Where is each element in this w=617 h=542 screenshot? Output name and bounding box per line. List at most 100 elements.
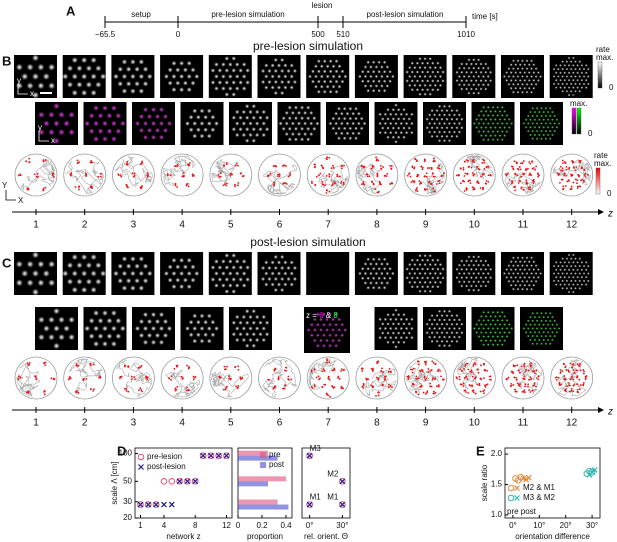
firing-field — [258, 321, 262, 325]
spike — [193, 379, 195, 381]
firing-field — [416, 267, 419, 270]
firing-field — [421, 79, 424, 82]
firing-field — [406, 276, 409, 279]
firing-field — [274, 266, 278, 270]
firing-field — [585, 86, 588, 89]
spike — [379, 181, 381, 183]
firing-field — [37, 64, 44, 71]
spike — [576, 179, 578, 181]
firing-field — [477, 75, 480, 78]
firing-field — [539, 75, 542, 78]
spike — [120, 174, 122, 176]
firing-field — [274, 255, 278, 259]
firing-field — [357, 112, 361, 116]
firing-field — [505, 327, 508, 330]
firing-field — [258, 332, 262, 336]
firing-field — [455, 109, 458, 112]
firing-field — [91, 270, 97, 276]
firing-field — [232, 127, 236, 131]
spike — [464, 365, 466, 367]
firing-field — [533, 339, 536, 342]
firing-field — [507, 75, 510, 78]
firing-field — [349, 127, 353, 131]
firing-field — [394, 113, 397, 116]
firing-field — [470, 259, 473, 262]
firing-field — [453, 113, 456, 116]
spike — [525, 168, 527, 170]
firing-field — [532, 79, 535, 82]
firing-field — [440, 340, 443, 343]
firing-field — [277, 260, 281, 264]
spike — [270, 173, 272, 175]
firing-field — [421, 267, 424, 270]
firing-field — [280, 58, 284, 62]
firing-field — [535, 83, 538, 86]
firing-field — [391, 272, 395, 276]
firing-field — [410, 131, 413, 134]
firing-field — [143, 278, 148, 283]
marker-cross — [139, 465, 144, 470]
spike — [483, 363, 485, 365]
firing-field — [455, 331, 458, 334]
spike — [371, 181, 373, 183]
firing-field — [463, 83, 466, 86]
spike — [469, 179, 471, 181]
firing-field — [574, 280, 577, 283]
firing-field — [423, 281, 426, 284]
firing-field — [487, 319, 490, 322]
spike — [464, 190, 466, 192]
firing-field — [185, 326, 190, 331]
firing-field — [521, 256, 524, 259]
firing-field — [369, 65, 373, 69]
firing-field — [533, 134, 536, 137]
x-tick-label: 4 — [162, 521, 167, 530]
firing-field — [578, 287, 581, 290]
firing-field — [172, 87, 177, 92]
firing-field — [530, 91, 533, 94]
firing-field — [265, 332, 269, 336]
trajectory — [259, 357, 301, 399]
firing-field — [139, 59, 144, 64]
spike — [482, 159, 484, 161]
firing-field — [76, 262, 82, 268]
spike — [362, 387, 364, 389]
spike — [326, 156, 328, 158]
firing-field — [288, 106, 292, 110]
firing-field — [167, 121, 172, 126]
firing-field — [386, 126, 389, 129]
firing-field — [529, 111, 532, 114]
spike — [471, 167, 473, 169]
firing-field — [196, 127, 201, 132]
spike — [414, 159, 416, 161]
firing-field — [494, 331, 497, 334]
firing-field — [470, 268, 473, 271]
firing-field — [349, 117, 353, 121]
firing-field — [183, 278, 188, 283]
spike — [53, 176, 55, 178]
firing-field — [578, 257, 581, 260]
spike — [282, 183, 284, 185]
firing-field — [487, 264, 490, 267]
firing-field — [274, 69, 278, 73]
firing-field — [433, 335, 436, 338]
spike — [314, 166, 316, 168]
spike — [472, 376, 474, 378]
firing-field — [309, 122, 313, 126]
spike — [438, 168, 440, 170]
spike — [89, 363, 91, 365]
firing-field — [168, 67, 173, 72]
spike — [377, 377, 379, 379]
spike — [471, 385, 473, 387]
spike — [173, 368, 175, 370]
spike — [530, 378, 532, 380]
rate-map — [160, 55, 203, 98]
firing-field — [445, 323, 448, 326]
spike — [426, 172, 428, 174]
spike — [362, 368, 364, 370]
firing-field — [392, 322, 395, 325]
firing-field — [510, 276, 513, 279]
firing-field — [164, 271, 169, 276]
spike — [569, 391, 571, 393]
spike — [472, 390, 474, 392]
firing-field — [561, 257, 564, 260]
